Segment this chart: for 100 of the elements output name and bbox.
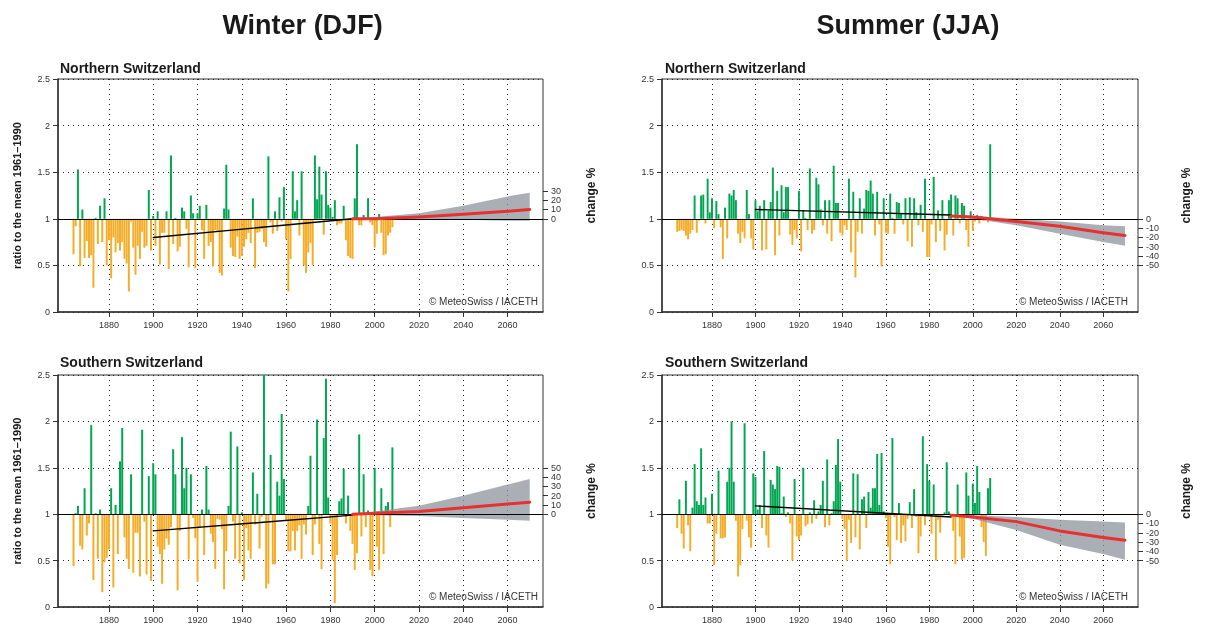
y2-tick-label: 50 bbox=[551, 462, 562, 473]
x-tick-label: 1980 bbox=[320, 614, 341, 625]
y-axis-title: ratio to the mean 1961–1990 bbox=[10, 417, 23, 565]
x-tick-label: 1960 bbox=[276, 614, 297, 625]
x-tick-label: 2000 bbox=[962, 319, 983, 330]
y-tick-label: 0 bbox=[648, 307, 654, 317]
y-tick-label: 0 bbox=[648, 602, 654, 612]
y2-tick-label: 0 bbox=[1146, 213, 1152, 224]
annotation: © MeteoSwiss / IACETH bbox=[428, 590, 538, 602]
x-tick-label: 1900 bbox=[143, 319, 164, 330]
y2-tick-label: -50 bbox=[1146, 555, 1160, 566]
x-tick-label: 2000 bbox=[364, 319, 385, 330]
y2-axis-title: change % bbox=[1179, 462, 1193, 520]
y-tick-label: 2 bbox=[648, 120, 654, 131]
y2-tick-label: 10 bbox=[551, 204, 562, 215]
x-tick-label: 1900 bbox=[143, 614, 164, 625]
x-tick-label: 1940 bbox=[231, 614, 252, 625]
x-tick-label: 1920 bbox=[187, 614, 208, 625]
y2-tick-label: 30 bbox=[551, 481, 562, 492]
y-tick-label: 0.5 bbox=[37, 555, 50, 566]
x-tick-label: 1980 bbox=[320, 319, 341, 330]
x-tick-label: 2060 bbox=[1093, 614, 1114, 625]
y2-tick-label: 20 bbox=[551, 195, 562, 206]
y2-tick-label: 10 bbox=[551, 499, 562, 510]
y2-tick-label: -30 bbox=[1146, 537, 1160, 548]
y-tick-label: 1.5 bbox=[37, 167, 50, 178]
x-tick-label: 1960 bbox=[276, 319, 297, 330]
y2-tick-label: -10 bbox=[1146, 223, 1160, 234]
x-tick-label: 1900 bbox=[745, 319, 766, 330]
x-tick-label: 1940 bbox=[832, 319, 853, 330]
annotation: © MeteoSwiss / IACETH bbox=[428, 295, 538, 307]
annotation: © MeteoSwiss / IACETH bbox=[1018, 590, 1128, 602]
y-tick-label: 2.5 bbox=[37, 74, 50, 84]
x-tick-label: 2040 bbox=[1049, 319, 1070, 330]
y2-tick-label: 30 bbox=[551, 185, 562, 196]
y2-tick-label: -40 bbox=[1146, 546, 1160, 557]
x-tick-label: 1900 bbox=[745, 614, 766, 625]
x-tick-label: 1880 bbox=[701, 319, 723, 330]
y-tick-label: 1.5 bbox=[37, 462, 50, 473]
x-tick-label: 2020 bbox=[408, 614, 429, 625]
chart-title: Winter (DJF) bbox=[222, 9, 383, 40]
x-tick-label: 2000 bbox=[962, 614, 983, 625]
y2-tick-label: -20 bbox=[1146, 232, 1160, 243]
chart-title: Southern Switzerland bbox=[665, 354, 809, 370]
y2-axis-title: change % bbox=[584, 462, 598, 520]
y-tick-label: 1 bbox=[648, 509, 654, 520]
y2-tick-label: -40 bbox=[1146, 251, 1160, 262]
x-tick-label: 1920 bbox=[187, 319, 208, 330]
y2-tick-label: -20 bbox=[1146, 527, 1160, 538]
x-tick-label: 2060 bbox=[497, 319, 518, 330]
x-tick-label: 1940 bbox=[231, 319, 252, 330]
y-tick-label: 2 bbox=[44, 120, 50, 131]
y-tick-label: 2 bbox=[648, 416, 654, 427]
x-tick-label: 1940 bbox=[832, 614, 853, 625]
x-tick-label: 1980 bbox=[919, 319, 940, 330]
x-tick-label: 2020 bbox=[1006, 319, 1027, 330]
x-tick-label: 2060 bbox=[1093, 319, 1114, 330]
x-tick-label: 2000 bbox=[364, 614, 385, 625]
x-tick-label: 1880 bbox=[98, 614, 119, 625]
y-tick-label: 2.5 bbox=[641, 74, 654, 84]
y2-tick-label: 0 bbox=[1146, 509, 1152, 520]
y2-tick-label: -50 bbox=[1146, 260, 1160, 271]
y2-axis-title: change % bbox=[1179, 167, 1193, 224]
y-tick-label: 0.5 bbox=[641, 555, 654, 566]
x-tick-label: 1920 bbox=[788, 614, 809, 625]
chart-subtitle: Northern Switzerland bbox=[60, 60, 201, 76]
x-tick-label: 1960 bbox=[875, 319, 896, 330]
y-tick-label: 2.5 bbox=[641, 370, 654, 380]
y-tick-label: 1 bbox=[44, 213, 50, 224]
annotation: © MeteoSwiss / IACETH bbox=[1018, 295, 1128, 307]
y-tick-label: 0 bbox=[44, 307, 50, 317]
y2-tick-label: 0 bbox=[551, 509, 557, 520]
y-axis-title: ratio to the mean 1961–1990 bbox=[10, 122, 23, 269]
x-tick-label: 1920 bbox=[788, 319, 809, 330]
x-tick-label: 2020 bbox=[1006, 614, 1027, 625]
y-tick-label: 1 bbox=[648, 213, 654, 224]
x-tick-label: 1880 bbox=[98, 319, 119, 330]
y2-axis-title: change % bbox=[584, 167, 598, 224]
x-tick-label: 2060 bbox=[497, 614, 518, 625]
x-tick-label: 1960 bbox=[875, 614, 896, 625]
y2-tick-label: -10 bbox=[1146, 518, 1160, 529]
x-tick-label: 1980 bbox=[919, 614, 940, 625]
chart-title: Southern Switzerland bbox=[60, 354, 204, 370]
x-tick-label: 2040 bbox=[1049, 614, 1070, 625]
y-tick-label: 0 bbox=[44, 602, 50, 612]
y-tick-label: 0.5 bbox=[641, 260, 654, 271]
x-tick-label: 2040 bbox=[453, 319, 474, 330]
y-tick-label: 1.5 bbox=[641, 167, 654, 178]
y-tick-label: 0.5 bbox=[37, 260, 50, 271]
y-tick-label: 1.5 bbox=[641, 462, 654, 473]
chart-title: Summer (JJA) bbox=[816, 9, 1000, 40]
y2-tick-label: 0 bbox=[551, 213, 557, 224]
y-tick-label: 1 bbox=[44, 509, 50, 520]
x-tick-label: 2040 bbox=[453, 614, 474, 625]
y2-tick-label: 40 bbox=[551, 472, 562, 483]
x-tick-label: 1880 bbox=[701, 614, 723, 625]
y-tick-label: 2 bbox=[44, 416, 50, 427]
x-tick-label: 2020 bbox=[408, 319, 429, 330]
y-tick-label: 2.5 bbox=[37, 370, 50, 380]
y2-tick-label: 20 bbox=[551, 490, 562, 501]
